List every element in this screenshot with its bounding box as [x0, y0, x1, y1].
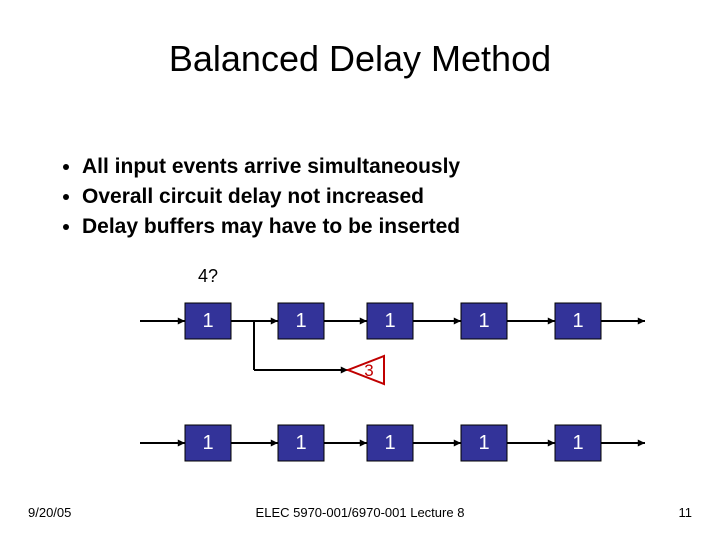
diagram-svg: 11111111113	[0, 0, 720, 540]
bullet-list: All input events arrive simultaneously O…	[64, 152, 460, 242]
delay-box-label: 1	[202, 310, 213, 332]
bullet-item: Overall circuit delay not increased	[82, 182, 460, 212]
delay-box-label: 1	[478, 432, 489, 454]
delay-box-label: 1	[295, 310, 306, 332]
delay-box-label: 1	[384, 432, 395, 454]
bullet-item: Delay buffers may have to be inserted	[82, 212, 460, 242]
delay-box-label: 1	[295, 432, 306, 454]
buffer-label: 3	[364, 361, 373, 380]
delay-box-label: 1	[202, 432, 213, 454]
delay-box-label: 1	[478, 310, 489, 332]
bullet-item: All input events arrive simultaneously	[82, 152, 460, 182]
slide: Balanced Delay Method All input events a…	[0, 0, 720, 540]
annotation-four-q: 4?	[198, 266, 218, 287]
footer-page-number: 11	[679, 505, 693, 520]
footer-center: ELEC 5970-001/6970-001 Lecture 8	[0, 505, 720, 520]
delay-box-label: 1	[572, 310, 583, 332]
delay-box-label: 1	[384, 310, 395, 332]
delay-box-label: 1	[572, 432, 583, 454]
page-title: Balanced Delay Method	[0, 38, 720, 80]
